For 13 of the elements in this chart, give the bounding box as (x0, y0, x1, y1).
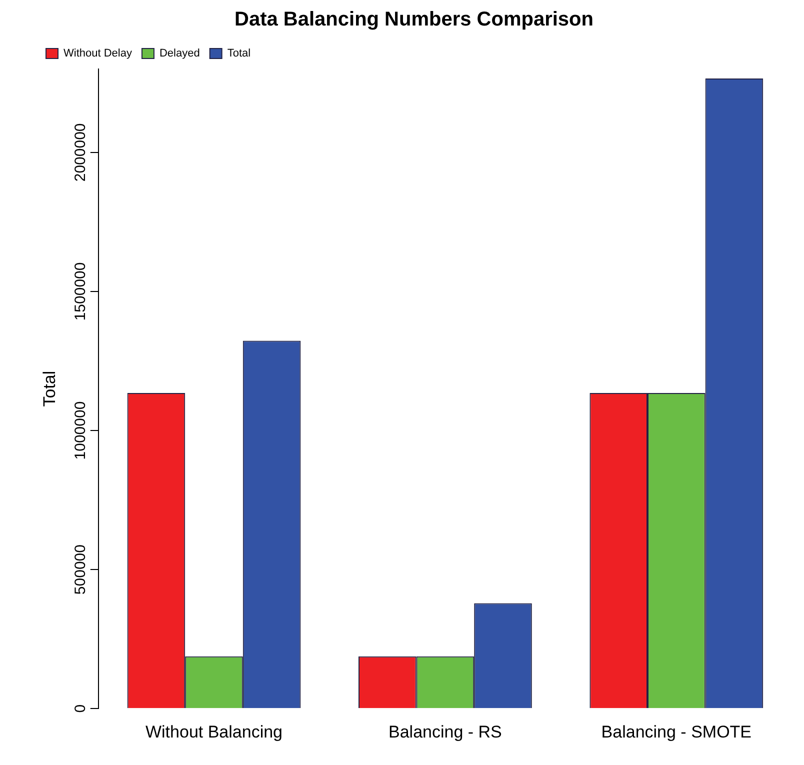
legend-label: Without Delay (64, 48, 132, 60)
x-tick-label: Balancing - RS (388, 722, 502, 742)
chart-title: Data Balancing Numbers Comparison (234, 8, 594, 31)
y-tick-label: 0 (72, 704, 90, 713)
x-tick-label: Balancing - SMOTE (601, 722, 752, 742)
y-tick-label: 1500000 (72, 262, 90, 321)
x-tick-label: Without Balancing (145, 722, 283, 742)
y-axis-title: Total (40, 370, 59, 407)
y-tick-label: 1000000 (72, 401, 90, 460)
y-tick-label: 500000 (72, 544, 90, 595)
y-tick-label: 2000000 (72, 123, 90, 182)
legend-label: Delayed (159, 48, 200, 60)
legend-label: Total (227, 48, 251, 60)
